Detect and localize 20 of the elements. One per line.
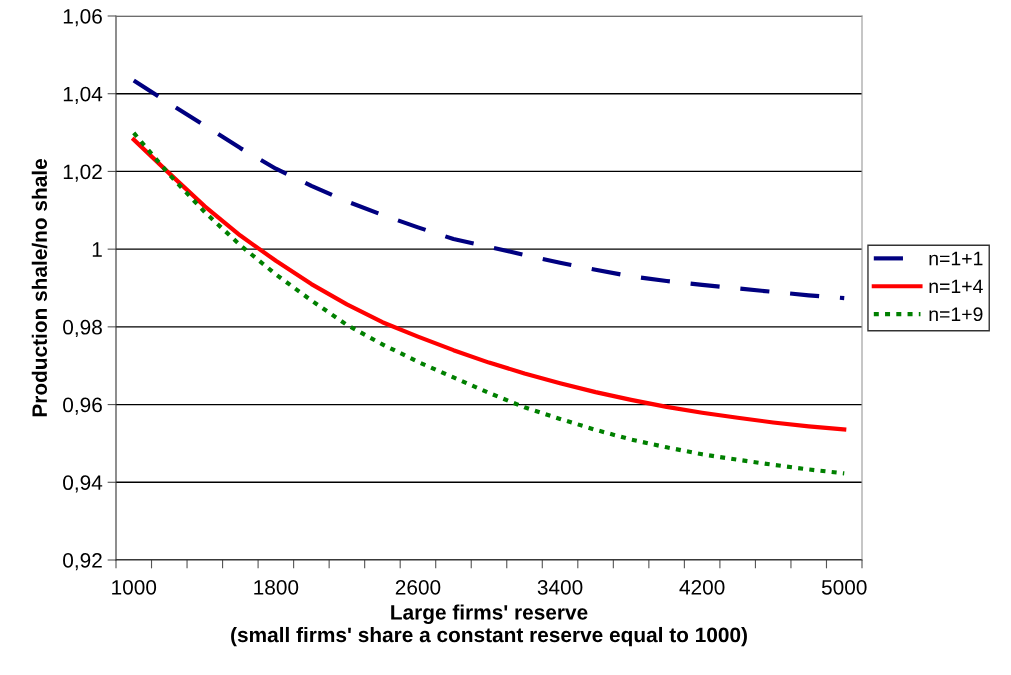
y-tick-label: 1 <box>92 242 102 257</box>
line-series <box>131 78 847 301</box>
x-tick-label: 1800 <box>254 579 299 595</box>
x-tick-label: 5000 <box>821 579 867 595</box>
y-tick-label: 1,02 <box>63 164 102 182</box>
legend-label: n=1+1 <box>929 251 983 266</box>
y-tick-label: 0,96 <box>63 397 102 415</box>
y-tick-label: 0,92 <box>63 553 102 571</box>
x-axis-title: Large firms' reserve (small firms' share a constant reserve equal to 1000) <box>231 604 747 647</box>
y-tick-label: 0,94 <box>63 475 103 493</box>
y-tick-label: 1,06 <box>63 9 102 27</box>
y-axis-title: Production shale/no shale <box>31 159 48 417</box>
y-tick-label: 1,04 <box>63 86 103 104</box>
x-tick-label: 4200 <box>679 579 725 595</box>
x-tick-label: 3400 <box>537 579 583 595</box>
legend-label: n=1+9 <box>929 307 983 322</box>
x-tick-label: 1000 <box>112 579 157 595</box>
y-tick-label: 0,98 <box>63 319 102 338</box>
legend-label: n=1+4 <box>929 279 983 294</box>
x-tick-label: 2600 <box>395 579 441 595</box>
